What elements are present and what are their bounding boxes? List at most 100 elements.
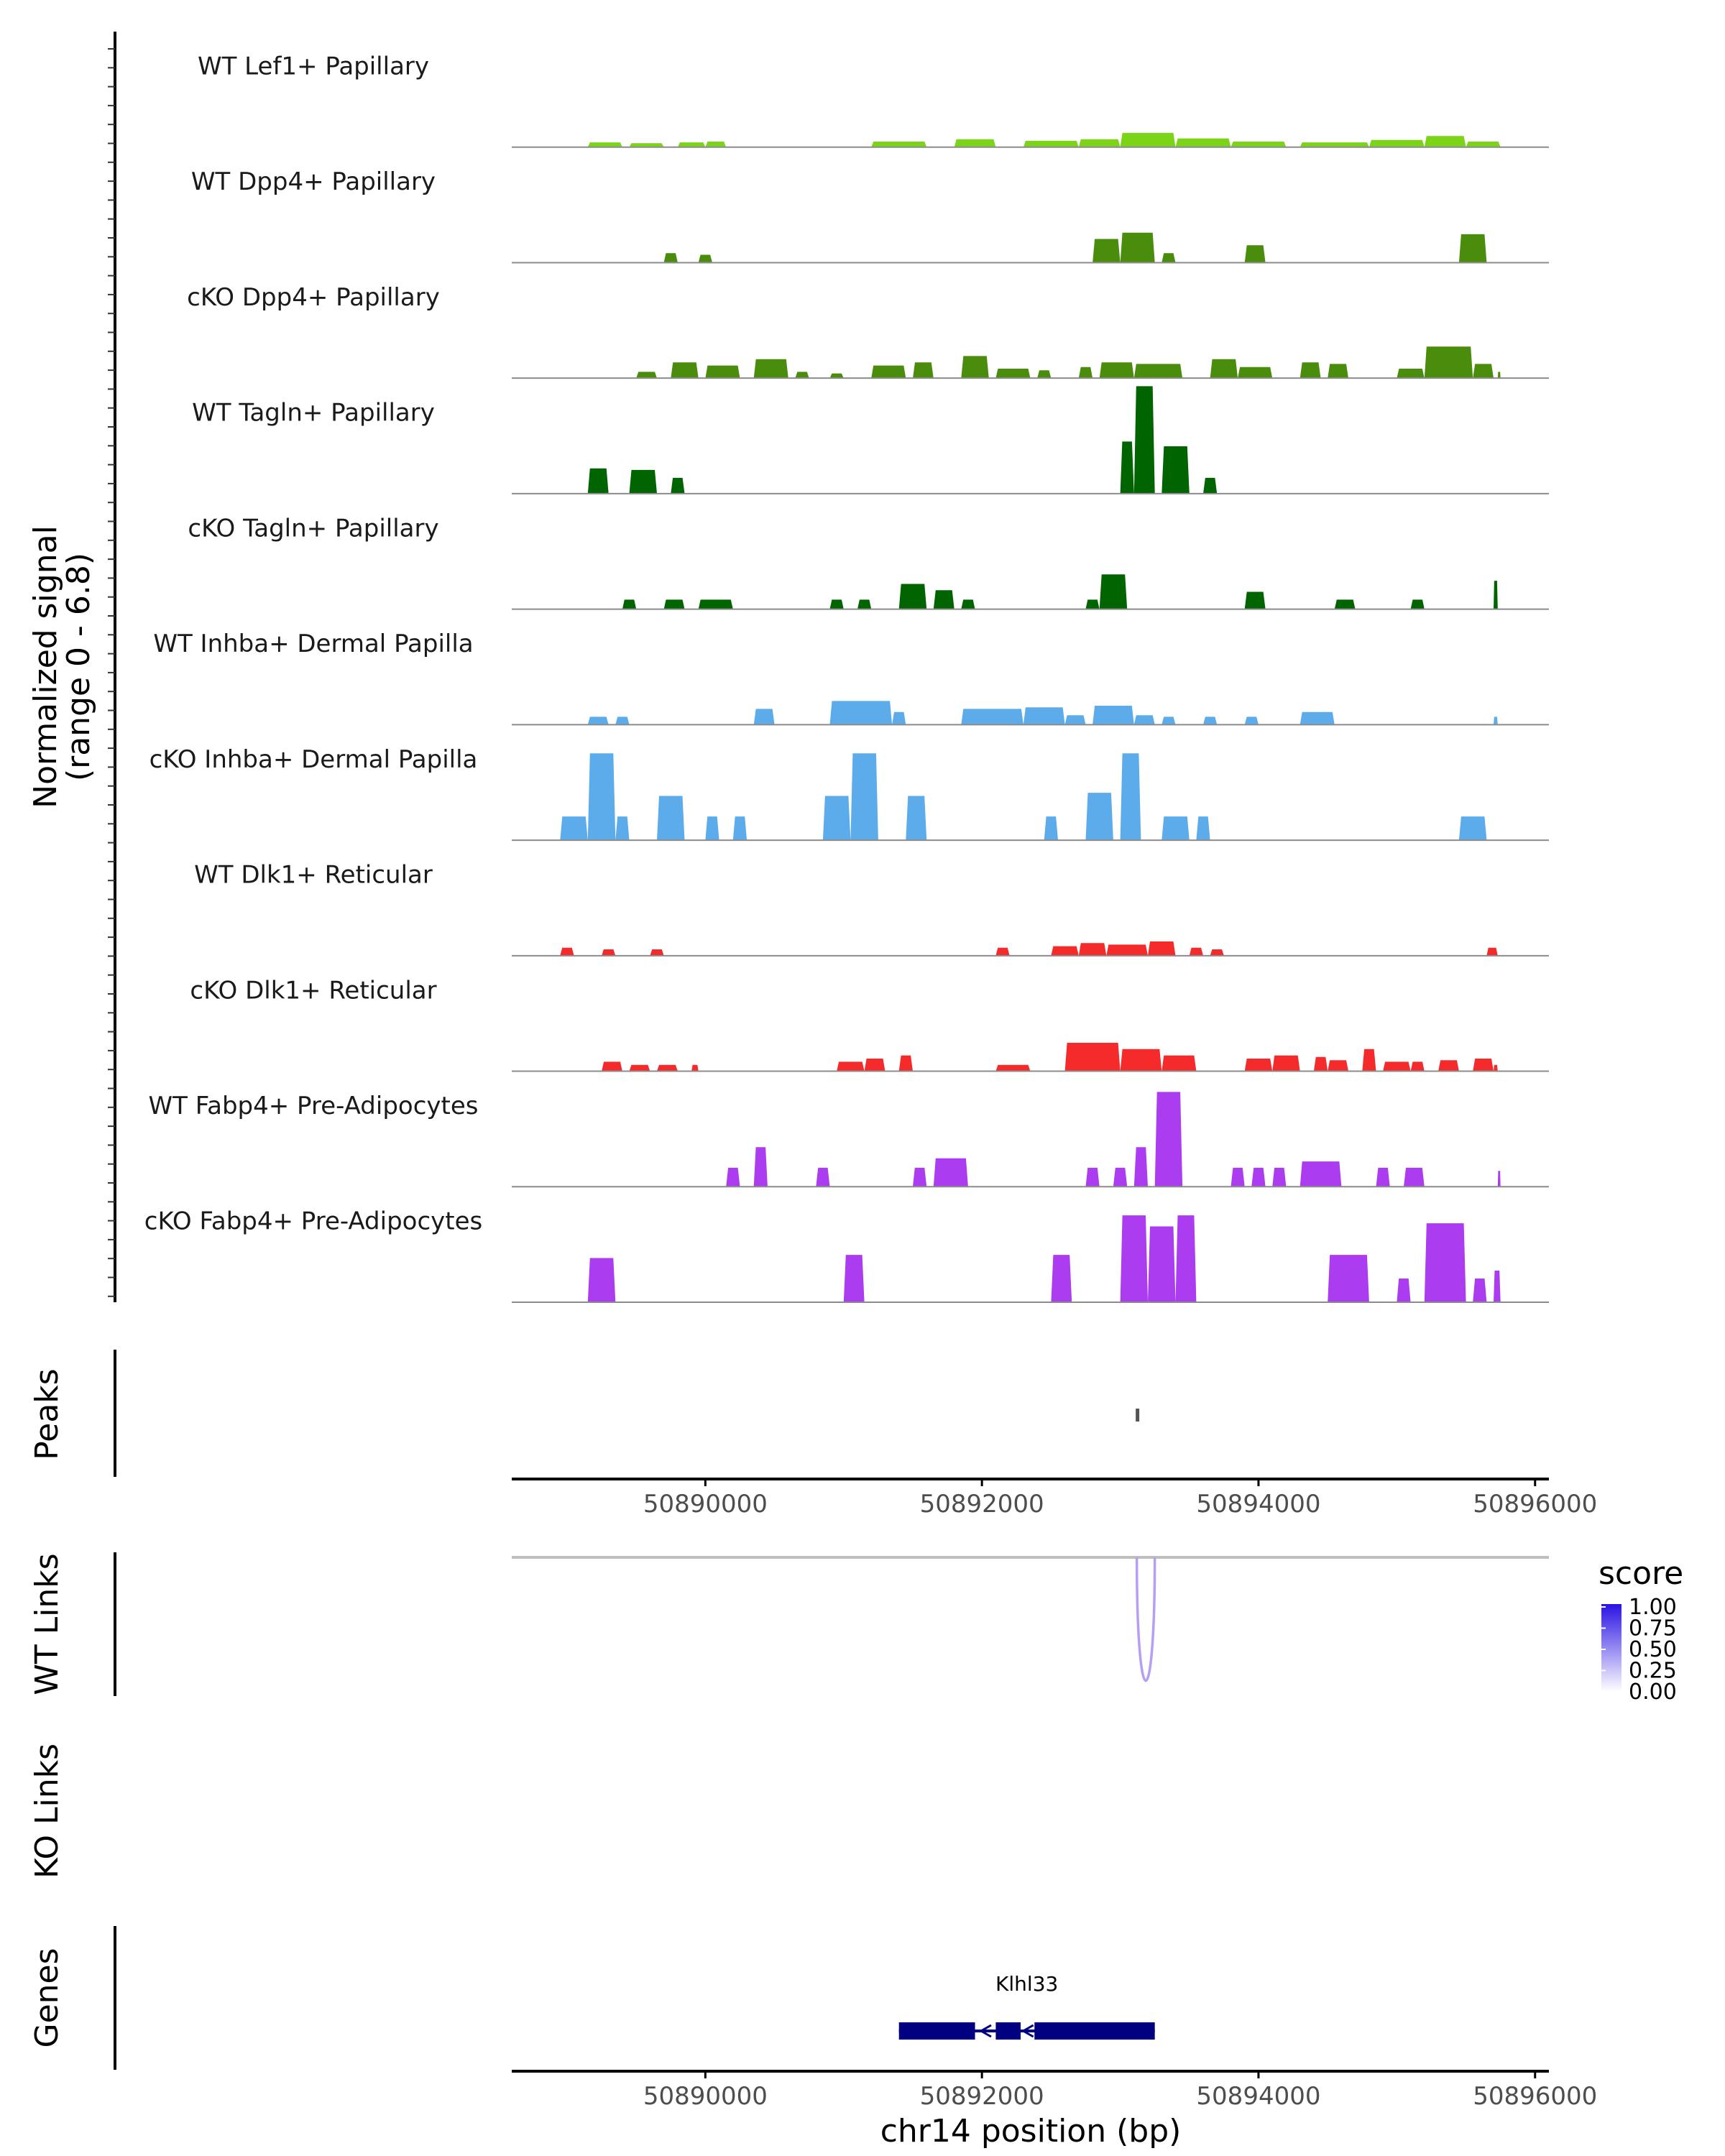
- coverage-track: cKO Tagln+ Papillary: [188, 514, 1549, 610]
- coverage-peak: [1424, 346, 1473, 379]
- x-tick-label: 50894000: [1196, 1490, 1320, 1519]
- coverage-peak: [615, 717, 630, 725]
- coverage-peak: [663, 599, 685, 609]
- legend-colorbar: [1601, 1604, 1622, 1692]
- coverage-peak: [705, 816, 719, 841]
- coverage-peak: [1424, 1223, 1466, 1302]
- coverage-peak: [1230, 142, 1287, 147]
- coverage-peak: [1175, 138, 1231, 147]
- coverage-peak: [913, 1167, 927, 1187]
- coverage-peak: [698, 599, 733, 609]
- coverage-peak: [1458, 234, 1487, 263]
- coverage-peak: [1162, 446, 1190, 494]
- coverage-peak: [602, 949, 616, 956]
- coverage-peak: [1148, 941, 1176, 956]
- coverage-peak: [850, 753, 878, 841]
- track-label: cKO Dlk1+ Reticular: [190, 976, 436, 1005]
- coverage-peak: [1424, 136, 1466, 147]
- genes-title: Genes: [29, 1948, 65, 2047]
- coverage-peak: [1120, 132, 1176, 147]
- coverage-peak: [1313, 1056, 1328, 1072]
- coverage-peak: [560, 816, 588, 841]
- coverage-peak: [1494, 581, 1498, 609]
- track-label: WT Lef1+ Papillary: [198, 52, 429, 80]
- peaks-panel: Peaks 50890000 50892000 50894000 50896000: [29, 1350, 1597, 1519]
- coverage-peak: [898, 584, 927, 609]
- coverage-peak: [1404, 1167, 1425, 1187]
- coverage-peak: [560, 947, 574, 956]
- coverage-track: WT Tagln+ Papillary: [192, 386, 1549, 494]
- coverage-peak: [753, 359, 788, 379]
- coverage-peak: [1300, 362, 1321, 379]
- coverage-peak: [1162, 253, 1176, 263]
- track-label: WT Inhba+ Dermal Papilla: [153, 630, 473, 658]
- x-tick-label: 50894000: [1196, 2082, 1320, 2111]
- coverage-peak: [1410, 599, 1425, 609]
- coverage-peak: [933, 590, 954, 609]
- coverage-peak: [795, 372, 809, 379]
- peaks-title: Peaks: [29, 1368, 65, 1460]
- coverage-peak: [829, 599, 844, 609]
- coverage-peak: [1244, 1059, 1273, 1072]
- coverage-peak: [871, 365, 906, 379]
- coverage-peak: [1203, 717, 1218, 725]
- wt-link-arcs: [1135, 1557, 1156, 1682]
- gene-strand-arrow: [1021, 2024, 1034, 2038]
- gene-strand-arrow: [978, 2024, 992, 2038]
- coverage-peak: [636, 372, 657, 379]
- legend-tick-label: 1.00: [1629, 1595, 1677, 1620]
- coverage-peak: [892, 711, 906, 725]
- coverage-peak: [1497, 372, 1501, 379]
- coverage-peak: [1099, 362, 1134, 379]
- coverage-track: cKO Dpp4+ Papillary: [187, 283, 1549, 379]
- coverage-peak: [1203, 477, 1218, 494]
- track-label: cKO Fabp4+ Pre-Adipocytes: [144, 1207, 483, 1236]
- track-label: WT Dpp4+ Papillary: [191, 167, 436, 196]
- coverage-peak: [1133, 386, 1155, 494]
- coverage-peak: [1078, 367, 1093, 379]
- coverage-peak: [829, 701, 893, 725]
- gene-model: Klhl33: [898, 1972, 1155, 2040]
- coverage-peak: [1148, 1226, 1176, 1302]
- coverage-peak: [1210, 359, 1238, 379]
- wt-links-panel: WT Links: [29, 1552, 1549, 1696]
- legend-tick-label: 0.00: [1629, 1680, 1677, 1705]
- coverage-track: WT Dlk1+ Reticular: [194, 861, 1549, 957]
- coverage-peak: [753, 1147, 768, 1187]
- coverage-peak: [629, 469, 657, 494]
- coverage-peak: [1494, 1271, 1501, 1302]
- x-tick-label: 50896000: [1473, 1490, 1597, 1519]
- track-label: WT Dlk1+ Reticular: [194, 861, 433, 890]
- coverage-peak: [677, 142, 706, 147]
- coverage-peak: [816, 1167, 830, 1187]
- coverage-peak: [1120, 1049, 1162, 1072]
- coverage-peak: [629, 1064, 650, 1072]
- x-tick-label: 50896000: [1473, 2082, 1597, 2111]
- coverage-peak: [1113, 1167, 1128, 1187]
- coverage-peak: [1092, 239, 1121, 263]
- coverage-peak: [1438, 1060, 1459, 1072]
- coverage-peak: [1133, 1147, 1148, 1187]
- coverage-peak: [1272, 1055, 1300, 1072]
- coverage-peak: [1078, 943, 1107, 956]
- gene-models: Klhl33: [898, 1972, 1155, 2040]
- coverage-peak: [898, 1055, 913, 1072]
- coverage-peak: [1397, 1279, 1411, 1302]
- coverage-peak: [602, 1061, 622, 1072]
- genes-panel: Genes Klhl33 50890000 50892000 50894000 508…: [29, 1926, 1597, 2150]
- coverage-peak: [961, 599, 975, 609]
- coverage-peak: [1085, 1167, 1100, 1187]
- coverage-peak: [1328, 1060, 1348, 1072]
- coverage-peak: [698, 254, 712, 263]
- wt-links-title: WT Links: [29, 1553, 65, 1695]
- coverage-peak: [995, 1064, 1031, 1072]
- coverage-y-ticks: [108, 48, 115, 1297]
- coverage-peak: [906, 796, 927, 841]
- x-tick-label: 50890000: [643, 1490, 768, 1519]
- coverage-peak: [1162, 717, 1176, 725]
- coverage-peak: [1162, 816, 1190, 841]
- coverage-peak: [1251, 1167, 1266, 1187]
- link-arc: [1135, 1557, 1156, 1682]
- coverage-peak: [650, 949, 664, 956]
